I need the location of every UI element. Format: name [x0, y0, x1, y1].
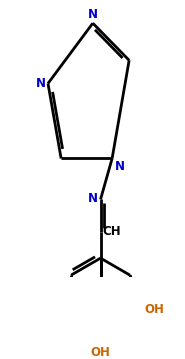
Text: N: N: [88, 192, 97, 205]
Text: CH: CH: [103, 225, 122, 238]
Text: N: N: [88, 8, 98, 21]
Text: OH: OH: [145, 303, 164, 316]
Text: N: N: [115, 160, 125, 173]
Text: N: N: [36, 77, 46, 90]
Text: OH: OH: [91, 346, 110, 359]
